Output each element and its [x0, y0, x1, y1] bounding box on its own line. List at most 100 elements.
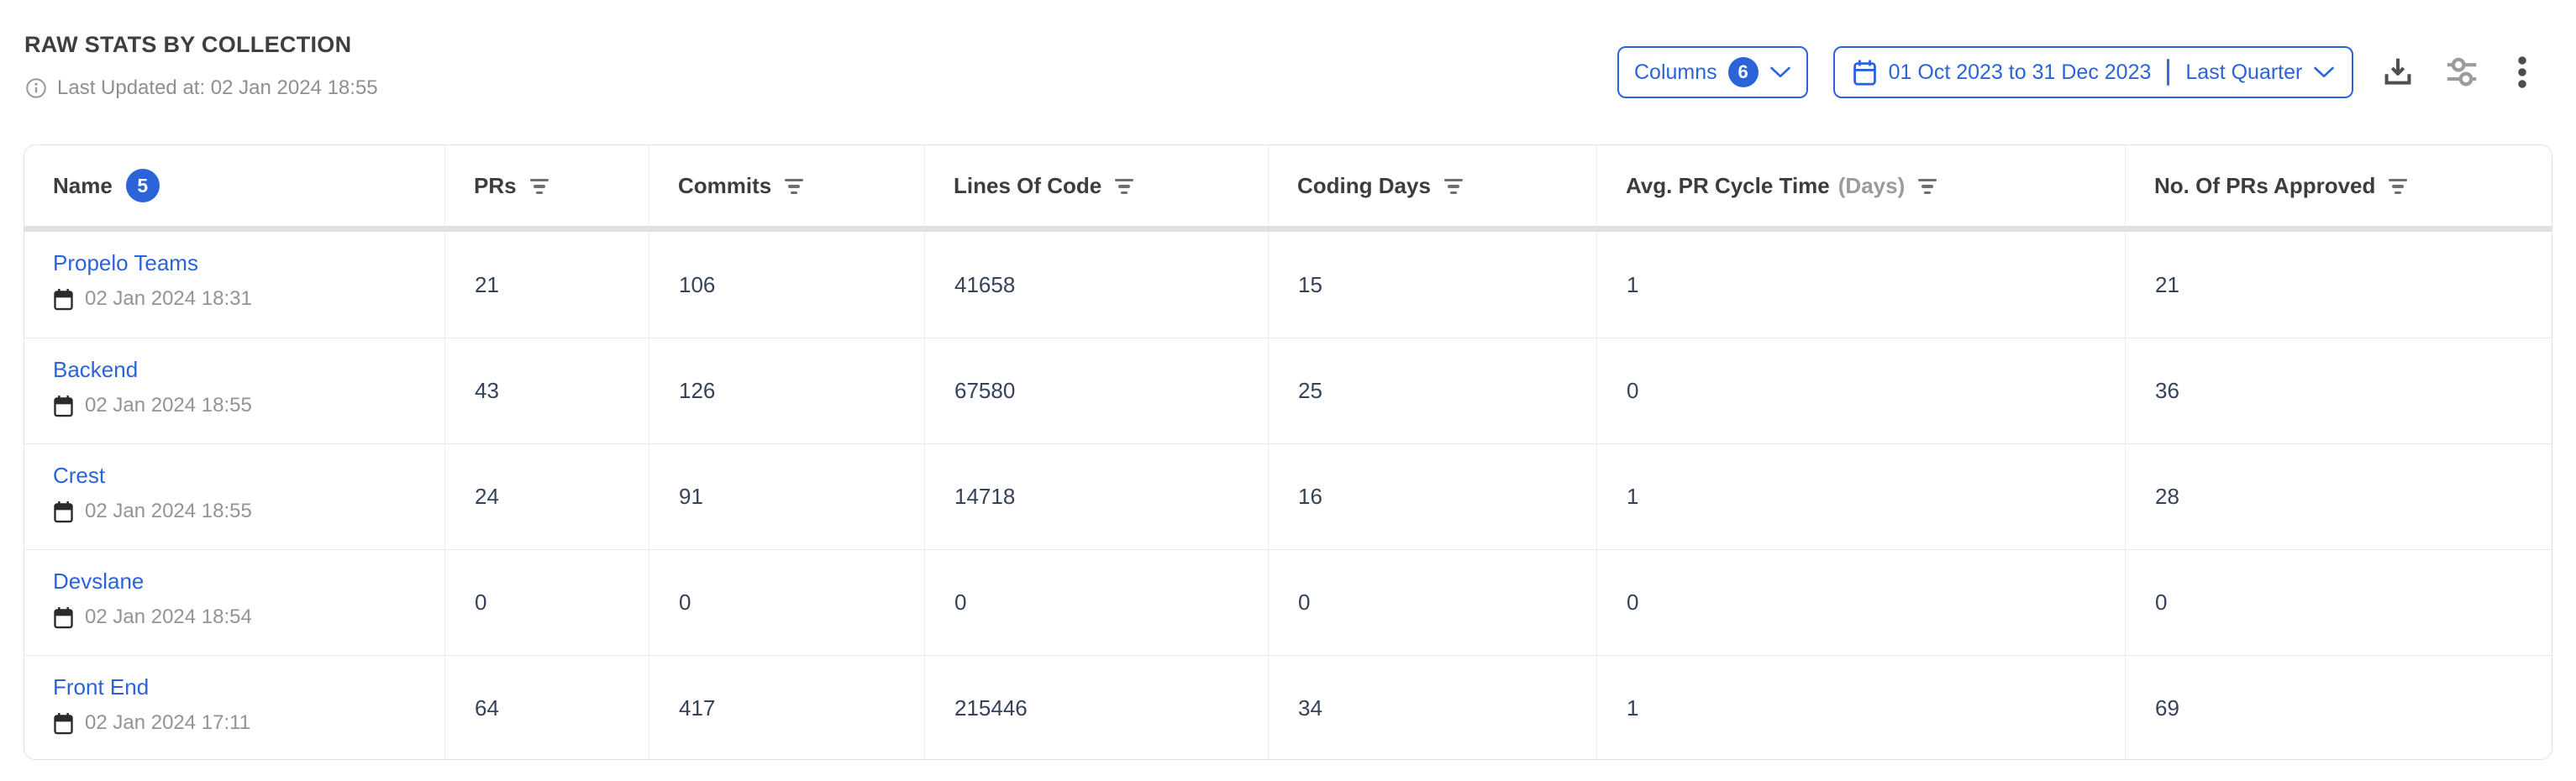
- column-header-prs: PRs: [445, 145, 649, 226]
- lines-of-code-cell: 67580: [925, 338, 1269, 443]
- kebab-menu-icon[interactable]: [2506, 53, 2538, 92]
- calendar-icon: [53, 606, 74, 629]
- collection-link[interactable]: Front End: [53, 674, 150, 700]
- column-header-coding-days: Coding Days: [1269, 145, 1597, 226]
- filter-icon[interactable]: [2389, 177, 2408, 195]
- filter-icon[interactable]: [785, 177, 804, 195]
- commits-cell: 106: [649, 232, 925, 338]
- prs-cell: 43: [445, 338, 649, 443]
- column-header-no-of-prs-approved: No. Of PRs Approved: [2126, 145, 2552, 226]
- filter-icon[interactable]: [1115, 177, 1134, 195]
- coding-days-cell: 0: [1269, 550, 1597, 655]
- title-block: RAW STATS BY COLLECTION Last Updated at:…: [24, 32, 378, 100]
- prs-cell: 64: [445, 656, 649, 759]
- name-cell: Crest 02 Jan 2024 18:55: [24, 444, 445, 549]
- collection-link[interactable]: Devslane: [53, 569, 145, 594]
- lines-of-code-cell: 0: [925, 550, 1269, 655]
- table-row: Crest 02 Jan 2024 18:55 24 91 14718 16 1…: [24, 443, 2552, 549]
- toolbar: Columns 6 01 Oct 2023 to 31 Dec 2023 Las…: [1617, 46, 2538, 98]
- row-updated-text: 02 Jan 2024 18:31: [85, 287, 252, 310]
- name-cell: Propelo Teams 02 Jan 2024 18:31: [24, 232, 445, 338]
- commits-cell: 0: [649, 550, 925, 655]
- table-row: Backend 02 Jan 2024 18:55 43 126 67580 2…: [24, 338, 2552, 443]
- column-label: Coding Days: [1297, 172, 1431, 198]
- collection-link[interactable]: Crest: [53, 463, 106, 488]
- collection-link[interactable]: Propelo Teams: [53, 250, 198, 275]
- row-updated-text: 02 Jan 2024 17:11: [85, 711, 251, 734]
- column-label: Lines Of Code: [954, 172, 1102, 198]
- column-label: PRs: [474, 172, 517, 198]
- table-body: Propelo Teams 02 Jan 2024 18:31 21 106 4…: [24, 232, 2552, 759]
- avg-pr-cycle-time-cell: 0: [1597, 338, 2126, 443]
- date-range-text: 01 Oct 2023 to 31 Dec 2023: [1888, 60, 2152, 84]
- coding-days-cell: 15: [1269, 232, 1597, 338]
- prs-approved-cell: 36: [2155, 378, 2179, 403]
- chevron-down-icon: [2313, 66, 2335, 79]
- sliders-icon[interactable]: [2442, 53, 2481, 92]
- filter-icon[interactable]: [1918, 177, 1937, 195]
- prs-approved-cell: 28: [2155, 484, 2179, 509]
- table-header-row: Name 5 PRs Commits Lines Of Code Coding …: [24, 145, 2552, 226]
- row-updated-line: 02 Jan 2024 18:31: [53, 287, 444, 311]
- prs-approved-cell: 0: [2155, 590, 2168, 615]
- column-label: No. Of PRs Approved: [2154, 172, 2376, 198]
- avg-pr-cycle-time-cell: 1: [1597, 444, 2126, 549]
- commits-cell: 91: [649, 444, 925, 549]
- header-divider-band: [24, 226, 2552, 232]
- name-count-badge: 5: [125, 169, 160, 202]
- name-cell: Front End 02 Jan 2024 17:11: [24, 656, 445, 759]
- prs-cell: 0: [445, 550, 649, 655]
- columns-count-badge: 6: [1727, 57, 1759, 87]
- prs-cell: 21: [445, 232, 649, 338]
- column-header-commits: Commits: [649, 145, 925, 226]
- filter-icon[interactable]: [1443, 177, 1463, 195]
- row-updated-text: 02 Jan 2024 18:55: [85, 500, 252, 522]
- coding-days-cell: 16: [1269, 444, 1597, 549]
- raw-stats-table: Name 5 PRs Commits Lines Of Code Coding …: [24, 144, 2552, 760]
- coding-days-cell: 25: [1269, 338, 1597, 443]
- column-header-avg-pr-cycle-time: Avg. PR Cycle Time (Days): [1597, 145, 2126, 226]
- column-header-name: Name 5: [24, 145, 445, 226]
- columns-button-label: Columns: [1634, 60, 1717, 84]
- lines-of-code-cell: 14718: [925, 444, 1269, 549]
- prs-cell: 24: [445, 444, 649, 549]
- coding-days-cell: 34: [1269, 656, 1597, 759]
- column-label: Commits: [678, 172, 772, 198]
- column-label: Name: [53, 172, 113, 198]
- avg-pr-cycle-time-cell: 1: [1597, 656, 2126, 759]
- lines-of-code-cell: 41658: [925, 232, 1269, 338]
- date-range-button[interactable]: 01 Oct 2023 to 31 Dec 2023 Last Quarter: [1832, 46, 2354, 98]
- filter-icon[interactable]: [529, 177, 549, 195]
- calendar-icon: [1852, 59, 1878, 86]
- prs-approved-cell: 21: [2155, 271, 2179, 297]
- info-icon[interactable]: [24, 76, 48, 100]
- collection-link[interactable]: Backend: [53, 357, 139, 382]
- calendar-icon: [53, 395, 74, 417]
- columns-button[interactable]: Columns 6: [1617, 46, 1808, 98]
- prs-approved-cell: 69: [2155, 695, 2179, 721]
- table-row: Front End 02 Jan 2024 17:11 64 417 21544…: [24, 655, 2552, 759]
- commits-cell: 126: [649, 338, 925, 443]
- download-button[interactable]: [2379, 53, 2417, 92]
- name-cell: Devslane 02 Jan 2024 18:54: [24, 550, 445, 655]
- table-row: Propelo Teams 02 Jan 2024 18:31 21 106 4…: [24, 232, 2552, 338]
- chevron-down-icon: [1769, 66, 1791, 79]
- column-header-lines-of-code: Lines Of Code: [925, 145, 1269, 226]
- table-row: Devslane 02 Jan 2024 18:54 0 0 0 0 0 0: [24, 549, 2552, 655]
- column-label-suffix: (Days): [1837, 172, 1906, 198]
- calendar-icon: [53, 501, 74, 523]
- last-updated-text: Last Updated at: 02 Jan 2024 18:55: [57, 76, 378, 99]
- row-updated-text: 02 Jan 2024 18:55: [85, 394, 252, 417]
- lines-of-code-cell: 215446: [925, 656, 1269, 759]
- column-label: Avg. PR Cycle Time: [1626, 172, 1830, 198]
- commits-cell: 417: [649, 656, 925, 759]
- last-updated-line: Last Updated at: 02 Jan 2024 18:55: [24, 76, 378, 100]
- row-updated-line: 02 Jan 2024 18:55: [53, 394, 444, 417]
- page-title: RAW STATS BY COLLECTION: [24, 32, 352, 57]
- row-updated-text: 02 Jan 2024 18:54: [85, 605, 252, 628]
- date-range-preset: Last Quarter: [2185, 60, 2303, 84]
- date-range-divider: [2167, 59, 2170, 86]
- row-updated-line: 02 Jan 2024 17:11: [53, 711, 444, 735]
- avg-pr-cycle-time-cell: 1: [1597, 232, 2126, 338]
- name-cell: Backend 02 Jan 2024 18:55: [24, 338, 445, 443]
